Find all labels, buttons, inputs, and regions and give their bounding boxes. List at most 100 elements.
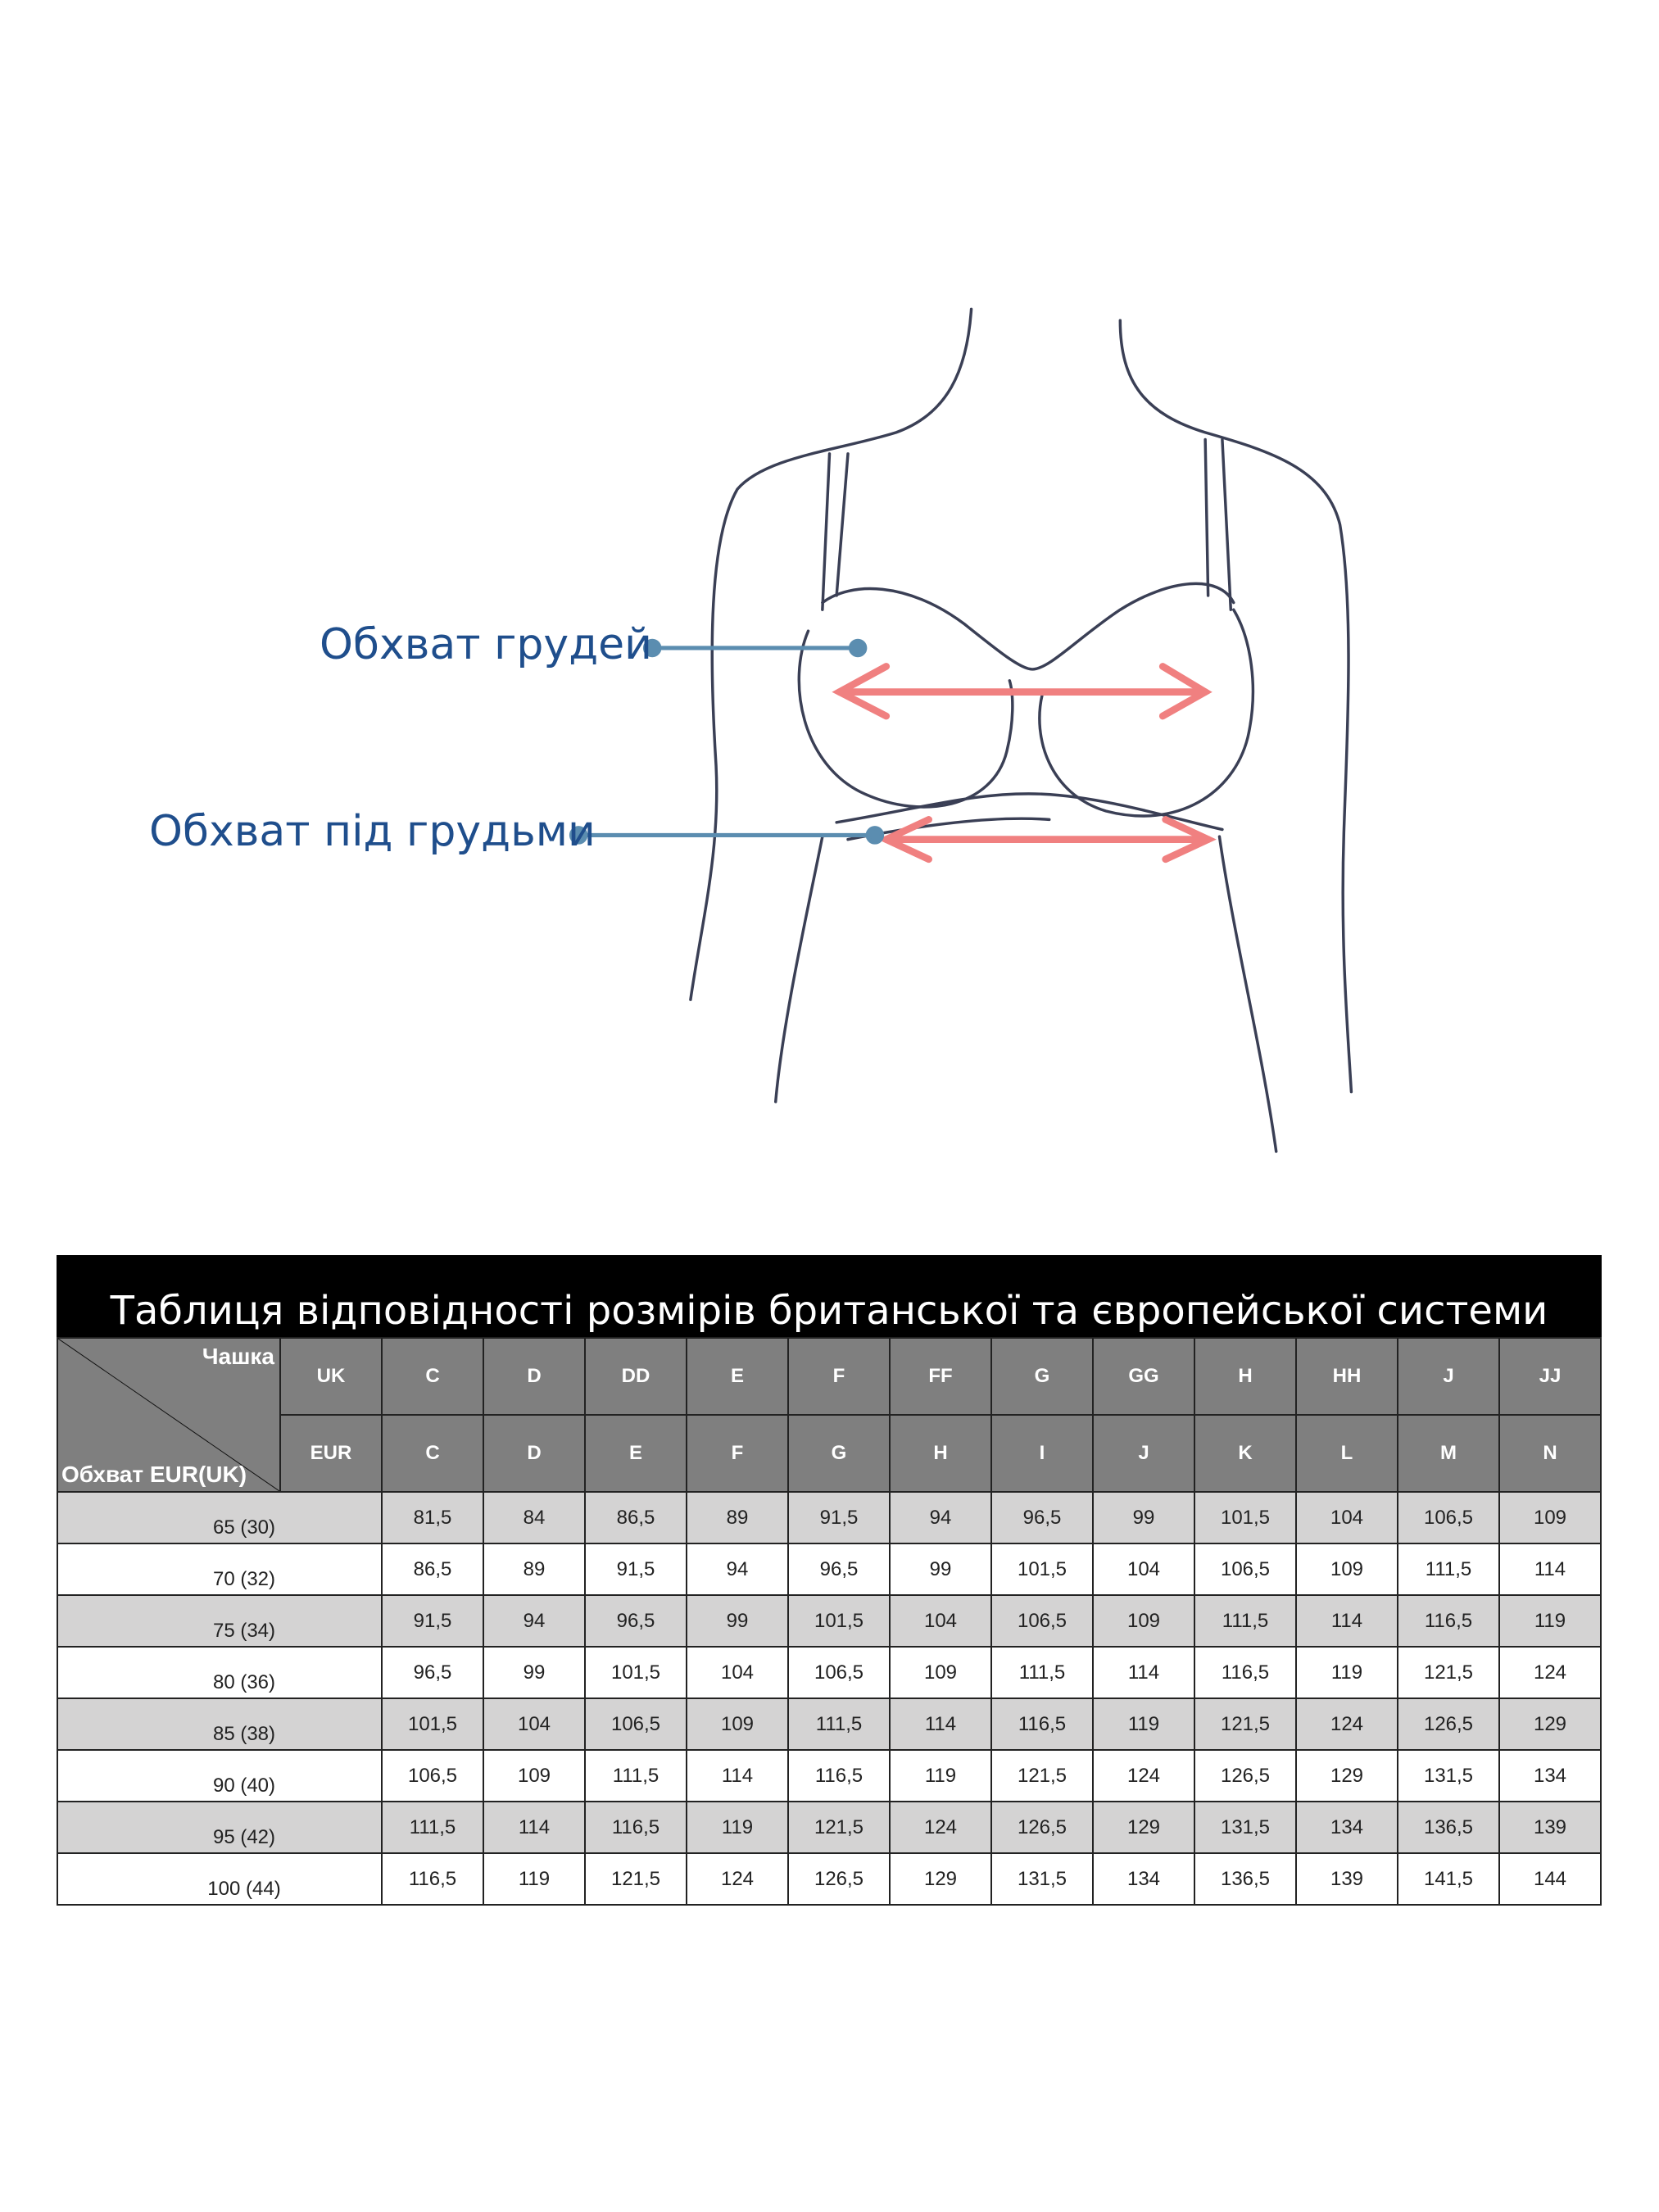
bust-value: 121,5 <box>584 1852 687 1906</box>
eur-cup-header: N <box>1498 1414 1602 1493</box>
bust-value: 126,5 <box>787 1852 891 1906</box>
bust-pointer <box>642 638 868 658</box>
bust-value: 101,5 <box>990 1543 1094 1596</box>
eur-cup-header: M <box>1397 1414 1500 1493</box>
bust-value: 114 <box>483 1801 586 1854</box>
bust-value: 126,5 <box>990 1801 1094 1854</box>
bust-value: 129 <box>889 1852 992 1906</box>
uk-cup-header: F <box>787 1337 891 1416</box>
bust-value: 116,5 <box>381 1852 484 1906</box>
table-row: 100 (44) 116,5 119 121,5 124 126,5 129 131,5 134… <box>57 1852 1602 1906</box>
bust-value: 109 <box>889 1646 992 1699</box>
bust-value: 139 <box>1295 1852 1398 1906</box>
bust-value: 96,5 <box>584 1594 687 1648</box>
bust-value: 109 <box>483 1749 586 1802</box>
uk-cup-header: DD <box>584 1337 687 1416</box>
uk-cup-header: HH <box>1295 1337 1398 1416</box>
bust-value: 111,5 <box>990 1646 1094 1699</box>
bust-value: 104 <box>889 1594 992 1648</box>
bust-value: 141,5 <box>1397 1852 1500 1906</box>
bust-value: 104 <box>483 1698 586 1751</box>
band-header: Обхват EUR(UK) <box>61 1462 247 1487</box>
bust-value: 94 <box>889 1491 992 1544</box>
bust-value: 91,5 <box>584 1543 687 1596</box>
bust-value: 101,5 <box>584 1646 687 1699</box>
eur-cup-header: H <box>889 1414 992 1493</box>
eur-cup-header: F <box>686 1414 789 1493</box>
table-title: Таблиця відповідності розмірів британськ… <box>57 1255 1602 1337</box>
bust-value: 129 <box>1498 1698 1602 1751</box>
underbust-pointer <box>569 826 885 845</box>
bust-value: 109 <box>1092 1594 1195 1648</box>
bust-value: 124 <box>686 1852 789 1906</box>
bust-value: 106,5 <box>584 1698 687 1751</box>
bust-value: 121,5 <box>990 1749 1094 1802</box>
table-row: 75 (34) 91,5 94 96,5 99 101,5 104 106,5 109 111,5… <box>57 1594 1602 1648</box>
band-size: 75 (34) <box>57 1594 383 1648</box>
bust-value: 109 <box>686 1698 789 1751</box>
bust-value: 119 <box>483 1852 586 1906</box>
bust-value: 106,5 <box>1194 1543 1297 1596</box>
underbust-arrow <box>877 816 1217 863</box>
body-outline <box>689 307 1353 1154</box>
bust-arrow <box>832 663 1213 720</box>
bust-value: 116,5 <box>787 1749 891 1802</box>
bust-value: 86,5 <box>584 1491 687 1544</box>
size-conversion-table: Таблиця відповідності розмірів британськ… <box>57 1255 1602 1906</box>
bust-value: 136,5 <box>1194 1852 1297 1906</box>
bust-value: 111,5 <box>1397 1543 1500 1596</box>
bust-value: 114 <box>889 1698 992 1751</box>
bust-value: 119 <box>1295 1646 1398 1699</box>
bust-value: 116,5 <box>990 1698 1094 1751</box>
bust-value: 91,5 <box>787 1491 891 1544</box>
bust-value: 111,5 <box>1194 1594 1297 1648</box>
uk-cup-header: E <box>686 1337 789 1416</box>
corner-header: Чашка Обхват EUR(UK) <box>57 1337 281 1493</box>
bust-value: 96,5 <box>990 1491 1094 1544</box>
eur-cup-header: E <box>584 1414 687 1493</box>
bust-value: 96,5 <box>787 1543 891 1596</box>
uk-cup-header: GG <box>1092 1337 1195 1416</box>
bust-value: 129 <box>1295 1749 1398 1802</box>
table-row: 80 (36) 96,5 99 101,5 104 106,5 109 111,5 114 116… <box>57 1646 1602 1699</box>
bust-value: 124 <box>1295 1698 1398 1751</box>
bust-value: 96,5 <box>381 1646 484 1699</box>
bust-value: 99 <box>686 1594 789 1648</box>
eur-cup-header: K <box>1194 1414 1297 1493</box>
table-row: 90 (40) 106,5 109 111,5 114 116,5 119 121,5 124 1… <box>57 1749 1602 1802</box>
bust-value: 81,5 <box>381 1491 484 1544</box>
bust-value: 94 <box>686 1543 789 1596</box>
bust-value: 124 <box>1498 1646 1602 1699</box>
uk-label: UK <box>279 1337 383 1416</box>
band-size: 90 (40) <box>57 1749 383 1802</box>
bust-value: 114 <box>1498 1543 1602 1596</box>
bust-value: 86,5 <box>381 1543 484 1596</box>
bust-value: 101,5 <box>1194 1491 1297 1544</box>
bust-value: 99 <box>889 1543 992 1596</box>
bust-value: 126,5 <box>1397 1698 1500 1751</box>
bust-value: 111,5 <box>584 1749 687 1802</box>
bust-value: 119 <box>1092 1698 1195 1751</box>
bust-value: 119 <box>1498 1594 1602 1648</box>
eur-cup-header: C <box>381 1414 484 1493</box>
bust-value: 119 <box>889 1749 992 1802</box>
underbust-label: Обхват під грудьми <box>149 807 596 856</box>
bust-value: 94 <box>483 1594 586 1648</box>
bust-value: 106,5 <box>381 1749 484 1802</box>
eur-cup-header: L <box>1295 1414 1398 1493</box>
band-size: 100 (44) <box>57 1852 383 1906</box>
band-size: 80 (36) <box>57 1646 383 1699</box>
band-size: 95 (42) <box>57 1801 383 1854</box>
uk-cup-header: J <box>1397 1337 1500 1416</box>
bust-value: 124 <box>889 1801 992 1854</box>
eur-label: EUR <box>279 1414 383 1493</box>
bust-value: 121,5 <box>787 1801 891 1854</box>
bust-value: 114 <box>1092 1646 1195 1699</box>
bust-value: 101,5 <box>787 1594 891 1648</box>
bust-value: 134 <box>1092 1852 1195 1906</box>
band-size: 65 (30) <box>57 1491 383 1544</box>
bust-value: 104 <box>1092 1543 1195 1596</box>
bust-value: 111,5 <box>381 1801 484 1854</box>
bust-value: 104 <box>686 1646 789 1699</box>
